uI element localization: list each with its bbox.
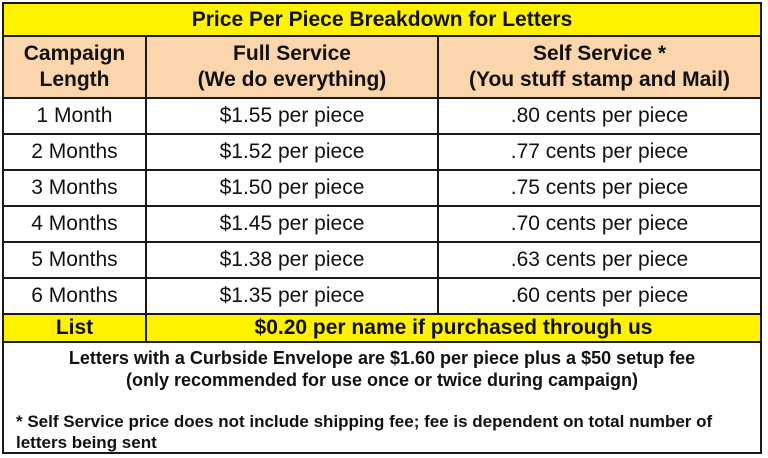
table-row: 4 Months $1.45 per piece .70 cents per p… [4,205,760,243]
self-service-price-cell: .63 cents per piece [437,241,760,279]
curbside-note: Letters with a Curbside Envelope are $1.… [4,344,760,391]
full-service-price-cell: $1.35 per piece [145,277,439,315]
campaign-length-cell: 5 Months [4,241,147,279]
table-row: 6 Months $1.35 per piece .60 cents per p… [4,277,760,315]
self-service-price-cell: .70 cents per piece [437,205,760,243]
header-line: Self Service * [532,42,667,65]
self-service-price-cell: .60 cents per piece [437,277,760,315]
campaign-length-cell: 6 Months [4,277,147,315]
table-row: 3 Months $1.50 per piece .75 cents per p… [4,169,760,207]
full-service-price-cell: $1.52 per piece [145,133,439,171]
header-line: Campaign [23,42,126,65]
full-service-price-cell: $1.45 per piece [145,205,439,243]
full-service-price-cell: $1.38 per piece [145,241,439,279]
campaign-length-cell: 2 Months [4,133,147,171]
self-service-price-cell: .77 cents per piece [437,133,760,171]
full-service-price-cell: $1.55 per piece [145,97,439,135]
column-header-self-service: Self Service * (You stuff stamp and Mail… [437,37,760,99]
column-header-full-service: Full Service (We do everything) [145,37,439,99]
price-sheet: Price Per Piece Breakdown for Letters Ca… [2,2,762,454]
header-row: Campaign Length Full Service (We do ever… [4,37,760,99]
campaign-length-cell: 3 Months [4,169,147,207]
self-service-price-cell: .75 cents per piece [437,169,760,207]
self-service-footnote: * Self Service price does not include sh… [16,412,713,452]
list-price-row: List $0.20 per name if purchased through… [4,313,760,343]
campaign-length-cell: 4 Months [4,205,147,243]
list-price-value: $0.20 per name if purchased through us [145,313,760,343]
header-line: (You stuff stamp and Mail) [469,68,730,91]
notes-section: Letters with a Curbside Envelope are $1.… [4,344,760,453]
table-row: 1 Month $1.55 per piece .80 cents per pi… [4,97,760,135]
table-title: Price Per Piece Breakdown for Letters [4,4,760,37]
column-header-campaign-length: Campaign Length [4,37,147,99]
header-line: Length [39,68,110,91]
full-service-price-cell: $1.50 per piece [145,169,439,207]
curbside-note-line: Letters with a Curbside Envelope are $1.… [68,348,696,368]
header-line: (We do everything) [197,68,387,91]
price-table: Campaign Length Full Service (We do ever… [4,37,760,343]
list-label: List [4,313,147,343]
campaign-length-cell: 1 Month [4,97,147,135]
curbside-note-line: (only recommended for use once or twice … [125,370,639,390]
self-service-price-cell: .80 cents per piece [437,97,760,135]
header-line: Full Service [233,42,351,65]
table-row: 2 Months $1.52 per piece .77 cents per p… [4,133,760,171]
table-row: 5 Months $1.38 per piece .63 cents per p… [4,241,760,279]
